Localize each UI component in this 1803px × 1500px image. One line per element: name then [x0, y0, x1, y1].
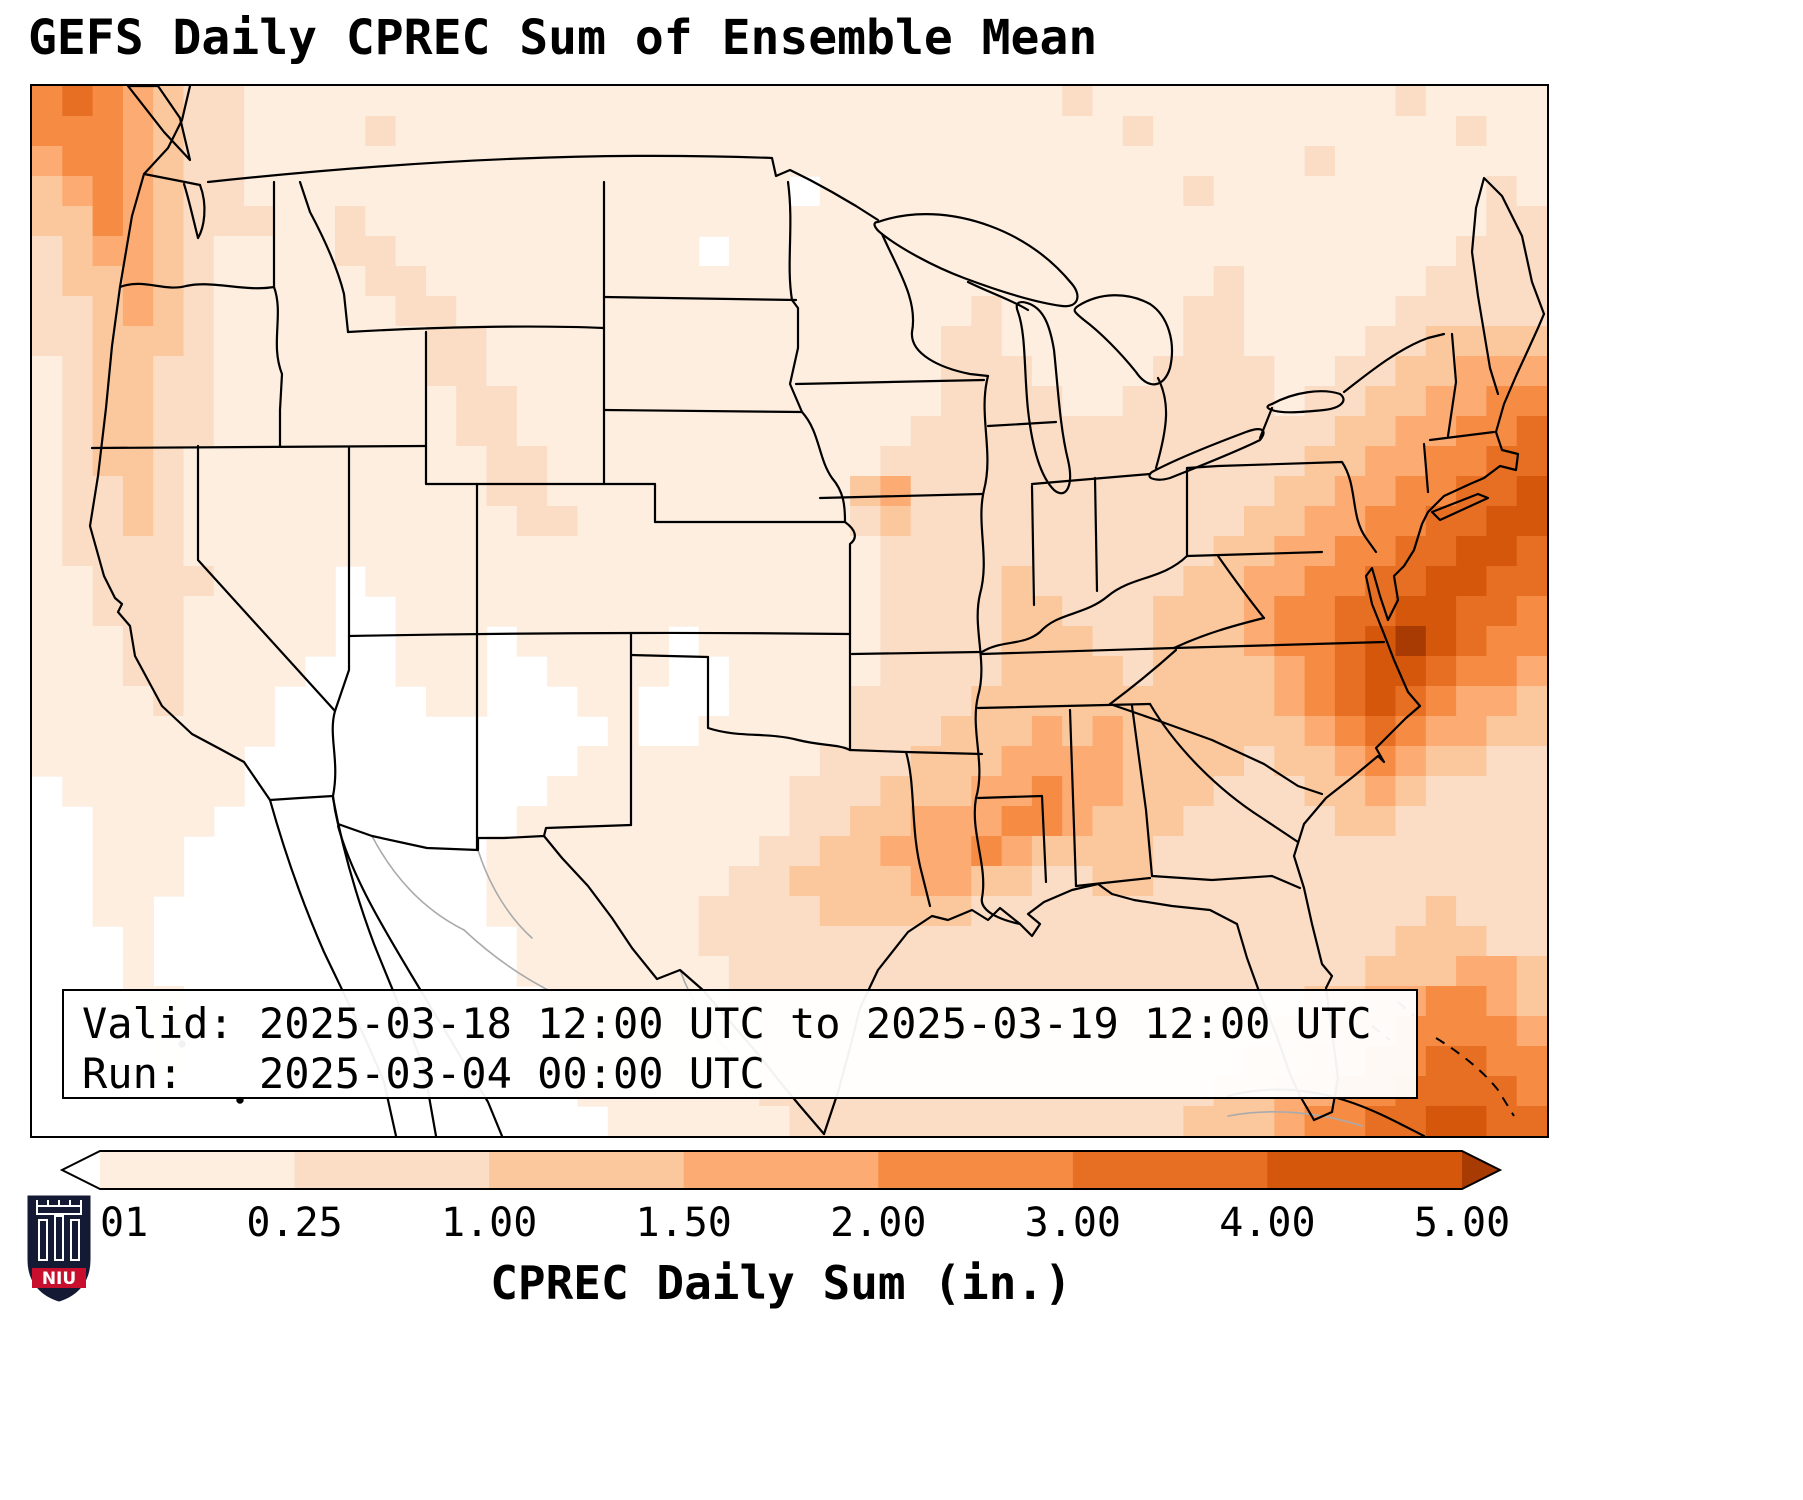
colorbar-outline [59, 1150, 1503, 1190]
logo-red-band [32, 1268, 86, 1288]
castle-icon [36, 1200, 82, 1261]
colorbar-tick-label: 2.00 [830, 1200, 927, 1246]
colorbar-tick-label: 1.50 [635, 1200, 732, 1246]
colorbar-tick-label: 5.00 [1413, 1200, 1511, 1246]
colorbar-tick-label: 4.00 [1219, 1200, 1316, 1246]
colorbar-tick-label: 0.25 [246, 1200, 343, 1246]
valid-time-text: Valid: 2025-03-18 12:00 UTC to 2025-03-1… [82, 999, 1372, 1048]
map-canvas [32, 86, 1547, 1136]
colorbar [0, 1145, 1803, 1201]
us-precipitation-map: Valid: 2025-03-18 12:00 UTC to 2025-03-1… [30, 84, 1549, 1138]
validity-info-box: Valid: 2025-03-18 12:00 UTC to 2025-03-1… [62, 989, 1418, 1099]
niu-logo: NIU [24, 1192, 94, 1302]
colorbar-segments [100, 1151, 1463, 1189]
colorbar-tick-labels: 0.01 0.25 1.00 1.50 2.00 3.00 4.00 5.00 [0, 1200, 1803, 1250]
colorbar-axis-label: CPREC Daily Sum (in.) [490, 1256, 1072, 1310]
plot-title: GEFS Daily CPREC Sum of Ensemble Mean [28, 10, 1098, 66]
colorbar-tick-label: 1.00 [440, 1200, 538, 1246]
run-time-text: Run: 2025-03-04 00:00 UTC [82, 1049, 765, 1098]
precipitation-heatmap [32, 86, 1547, 1136]
colorbar-under-arrow [62, 1151, 100, 1189]
colorbar-over-arrow [1462, 1151, 1500, 1189]
logo-text: NIU [42, 1269, 76, 1289]
colorbar-tick-label: 3.00 [1024, 1200, 1122, 1246]
